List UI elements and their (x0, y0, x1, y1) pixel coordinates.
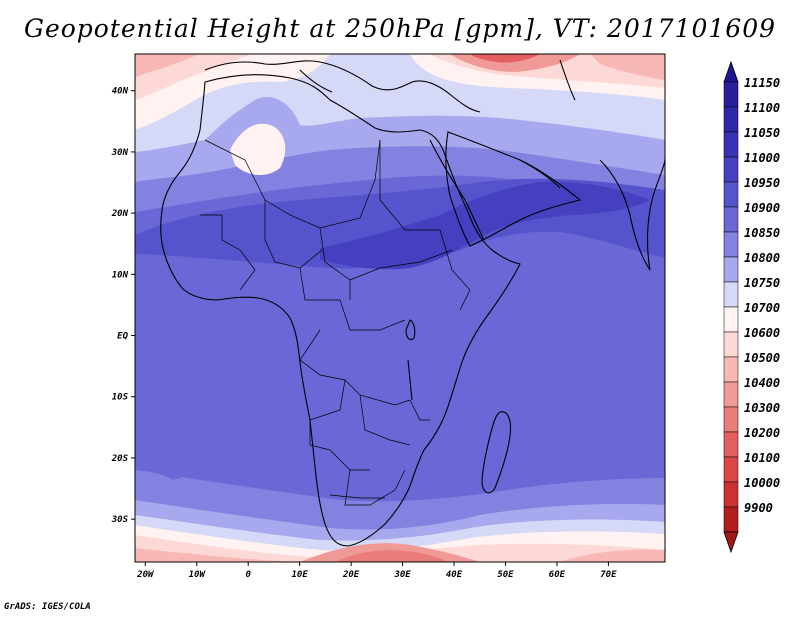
lon-tick-label: 0 (245, 570, 251, 580)
colorbar-swatch (723, 481, 739, 508)
colorbar-swatch (723, 406, 739, 433)
colorbar-label: 9900 (744, 501, 773, 515)
colorbar-swatch (723, 506, 739, 533)
colorbar-swatch (723, 181, 739, 208)
colorbar-label: 10100 (744, 451, 780, 465)
colorbar-label: 10850 (744, 226, 780, 240)
lat-tick-label: 20N (111, 209, 129, 219)
colorbar-swatch (723, 231, 739, 258)
plot-frame (134, 53, 666, 563)
colorbar-label: 10600 (744, 326, 780, 340)
country-borders (200, 139, 471, 506)
colorbar-bottom-arrow (723, 531, 739, 554)
colorbar-swatch (723, 256, 739, 283)
lat-tick-label: 40N (112, 87, 129, 97)
colorbar-swatch (723, 456, 739, 483)
lon-tick-label: 40E (446, 570, 463, 580)
lon-tick-label: 60E (549, 570, 566, 580)
colorbar-label: 10700 (744, 301, 780, 315)
map-title: Geopotential Height at 250hPa [gpm], VT:… (23, 14, 777, 43)
colorbar-swatch (723, 81, 739, 108)
height-field (135, 54, 665, 562)
colorbar-swatch (723, 131, 739, 158)
colorbar-label: 10200 (744, 426, 780, 440)
lon-tick-label: 20W (136, 570, 155, 580)
lat-tick-label: 10N (112, 270, 129, 280)
colorbar: 11150 11100 11050 11000 10950 10900 10850 10800… (723, 60, 780, 554)
lon-tick-label: 50E (497, 570, 514, 580)
lat-tick-label: EQ (117, 332, 128, 342)
lat-tick-label: 20S (111, 454, 129, 464)
colorbar-label: 10900 (744, 201, 780, 215)
colorbar-swatch (723, 306, 739, 333)
colorbar-swatch (723, 106, 739, 133)
colorbar-label: 11000 (744, 151, 780, 165)
lat-tick-label: 30S (111, 515, 129, 525)
longitude-axis: 20W 10W 0 10E 20E 30E 40E 50E 60E 70E (136, 562, 617, 580)
colorbar-swatch (723, 206, 739, 233)
lat-tick-label: 30N (111, 148, 129, 158)
colorbar-swatch (723, 356, 739, 383)
latitude-axis: 40N 30N 20N 10N EQ 10S 20S 30S (111, 87, 135, 525)
lon-tick-label: 20E (342, 570, 360, 580)
lon-tick-label: 70E (600, 570, 617, 580)
colorbar-top-arrow (723, 60, 739, 83)
colorbar-swatch (723, 431, 739, 458)
colorbar-label: 11150 (744, 76, 780, 90)
colorbar-label: 10500 (744, 351, 780, 365)
colorbar-swatch (723, 331, 739, 358)
coastlines (160, 59, 665, 547)
lon-tick-label: 30E (393, 570, 411, 580)
colorbar-label: 11050 (744, 126, 780, 140)
colorbar-swatch (723, 156, 739, 183)
colorbar-label: 10800 (744, 251, 780, 265)
colorbar-label: 10400 (744, 376, 780, 390)
lon-tick-label: 10E (292, 570, 309, 580)
colorbar-label: 10950 (744, 176, 780, 190)
lat-tick-label: 10S (112, 393, 129, 403)
colorbar-label: 11100 (744, 101, 780, 115)
lon-tick-label: 10W (189, 570, 207, 580)
colorbar-swatch (723, 381, 739, 408)
colorbar-label: 10750 (744, 276, 780, 290)
colorbar-label: 10000 (744, 476, 780, 490)
grads-credit: GrADS: IGES/COLA (4, 602, 91, 612)
colorbar-label: 10300 (744, 401, 780, 415)
colorbar-swatch (723, 281, 739, 308)
